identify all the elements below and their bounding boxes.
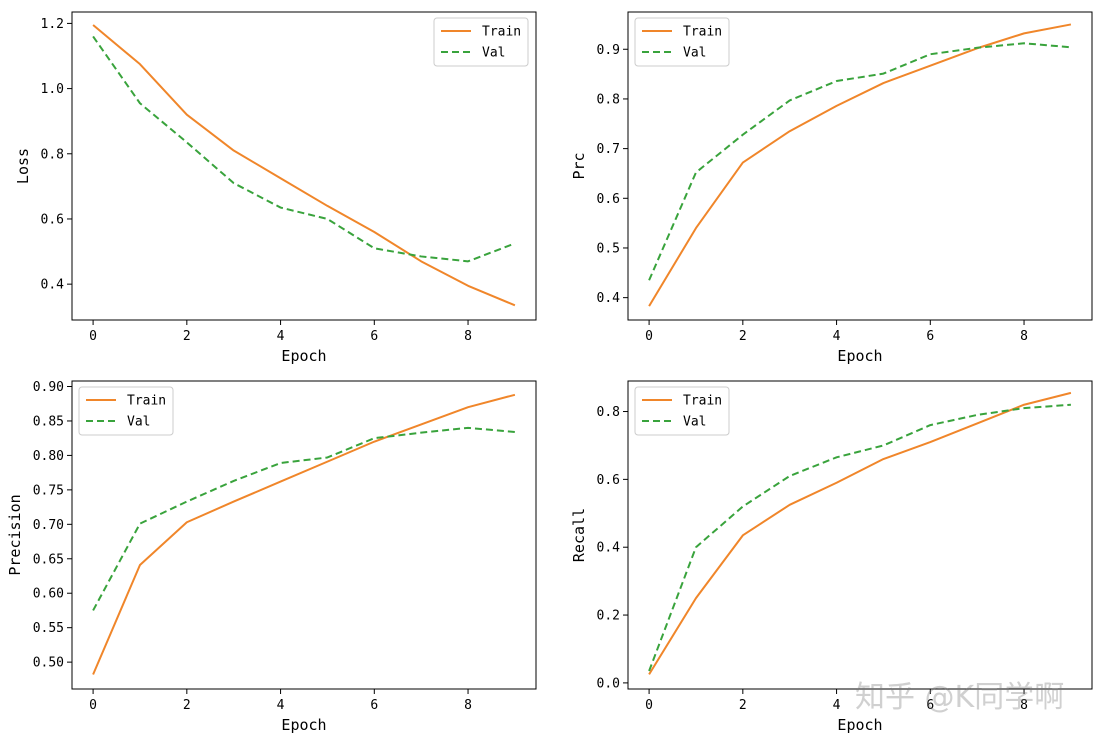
y-tick-label: 0.9 (597, 43, 620, 58)
y-tick-label: 0.0 (597, 676, 620, 691)
x-tick-label: 4 (833, 329, 841, 344)
series-line-train (92, 24, 516, 307)
y-tick-label: 0.8 (597, 405, 620, 420)
watermark-text: 知乎 @K同学啊 (855, 680, 1065, 715)
y-tick-label: 0.60 (33, 587, 64, 602)
x-axis-label: Epoch (281, 716, 326, 734)
y-axis-label: Loss (14, 148, 32, 184)
x-tick-label: 4 (277, 329, 285, 344)
y-tick-label: 1.2 (41, 17, 64, 32)
legend-label-val: Val (127, 415, 150, 430)
y-tick-label: 0.6 (597, 473, 620, 488)
x-tick-label: 2 (739, 329, 747, 344)
x-tick-label: 6 (370, 698, 378, 713)
y-axis-label: Precision (6, 494, 24, 575)
series-line-val (92, 35, 516, 263)
y-tick-label: 0.85 (33, 414, 64, 429)
y-tick-label: 0.65 (33, 552, 64, 567)
legend-label-train: Train (683, 25, 722, 40)
y-tick-label: 0.4 (597, 291, 621, 306)
legend-label-val: Val (683, 415, 706, 430)
y-tick-label: 0.5 (597, 241, 620, 256)
series-line-val (648, 403, 1071, 672)
x-tick-label: 0 (89, 329, 97, 344)
x-axis-label: Epoch (281, 347, 326, 365)
legend: Train Val (433, 17, 529, 67)
x-tick-label: 2 (739, 698, 747, 713)
x-tick-label: 8 (1020, 329, 1028, 344)
series-line-val (648, 42, 1071, 281)
legend-label-val: Val (482, 46, 505, 61)
x-tick-label: 6 (926, 698, 934, 713)
y-tick-label: 0.80 (33, 449, 64, 464)
legend-label-train: Train (683, 394, 722, 409)
y-tick-label: 0.2 (597, 609, 620, 624)
x-tick-label: 2 (183, 698, 191, 713)
y-tick-label: 0.70 (33, 518, 64, 533)
subplot-recall: 0 2 4 6 8 0.0 0.2 0.4 0.6 0.8 Epoch Recall Train Val (570, 380, 1093, 734)
y-tick-label: 0.6 (41, 212, 64, 227)
plot-frame (627, 380, 1093, 690)
plot-frame (627, 11, 1093, 321)
y-tick-label: 0.90 (33, 380, 64, 395)
y-tick-label: 0.8 (41, 147, 64, 162)
series-line-val (92, 426, 515, 611)
x-tick-label: 8 (1020, 698, 1028, 713)
y-tick-label: 0.55 (33, 621, 64, 636)
series-line-train (648, 391, 1072, 675)
y-tick-label: 0.4 (41, 278, 65, 293)
y-tick-label: 1.0 (41, 82, 64, 97)
series-line-train (92, 393, 516, 675)
legend: Train Val (634, 17, 730, 67)
series-line-train (648, 23, 1072, 307)
x-tick-label: 4 (277, 698, 285, 713)
x-tick-label: 0 (645, 698, 653, 713)
legend-label-train: Train (482, 25, 521, 40)
subplot-prc: 0 2 4 6 8 0.4 0.5 0.6 0.7 0.8 0.9 Epoch Prc Train Val (570, 11, 1093, 365)
x-tick-label: 8 (464, 698, 472, 713)
x-tick-label: 2 (183, 329, 191, 344)
y-tick-label: 0.6 (597, 192, 620, 207)
y-tick-label: 0.4 (597, 541, 621, 556)
y-tick-label: 0.8 (597, 92, 620, 107)
legend-label-train: Train (127, 394, 166, 409)
legend: Train Val (78, 386, 174, 436)
subplot-loss: 0 2 4 6 8 0.4 0.6 0.8 1.0 1.2 Epoch Loss Train Val (14, 11, 537, 365)
x-tick-label: 6 (370, 329, 378, 344)
subplot-precision: 0 2 4 6 8 0.50 0.55 0.60 0.65 0.70 0.75 0.80 0.85 0.9… (6, 380, 537, 734)
x-tick-label: 4 (833, 698, 841, 713)
y-tick-label: 0.75 (33, 483, 64, 498)
x-tick-label: 0 (645, 329, 653, 344)
y-tick-label: 0.7 (597, 142, 620, 157)
legend: Train Val (634, 386, 730, 436)
x-tick-label: 6 (926, 329, 934, 344)
x-tick-label: 0 (89, 698, 97, 713)
y-tick-label: 0.50 (33, 656, 64, 671)
y-axis-label: Prc (570, 152, 588, 179)
x-axis-label: Epoch (837, 716, 882, 734)
x-axis-label: Epoch (837, 347, 882, 365)
legend-label-val: Val (683, 46, 706, 61)
plot-frame (71, 380, 537, 690)
x-tick-label: 8 (464, 329, 472, 344)
plot-frame (71, 11, 537, 321)
y-axis-label: Recall (570, 508, 588, 562)
